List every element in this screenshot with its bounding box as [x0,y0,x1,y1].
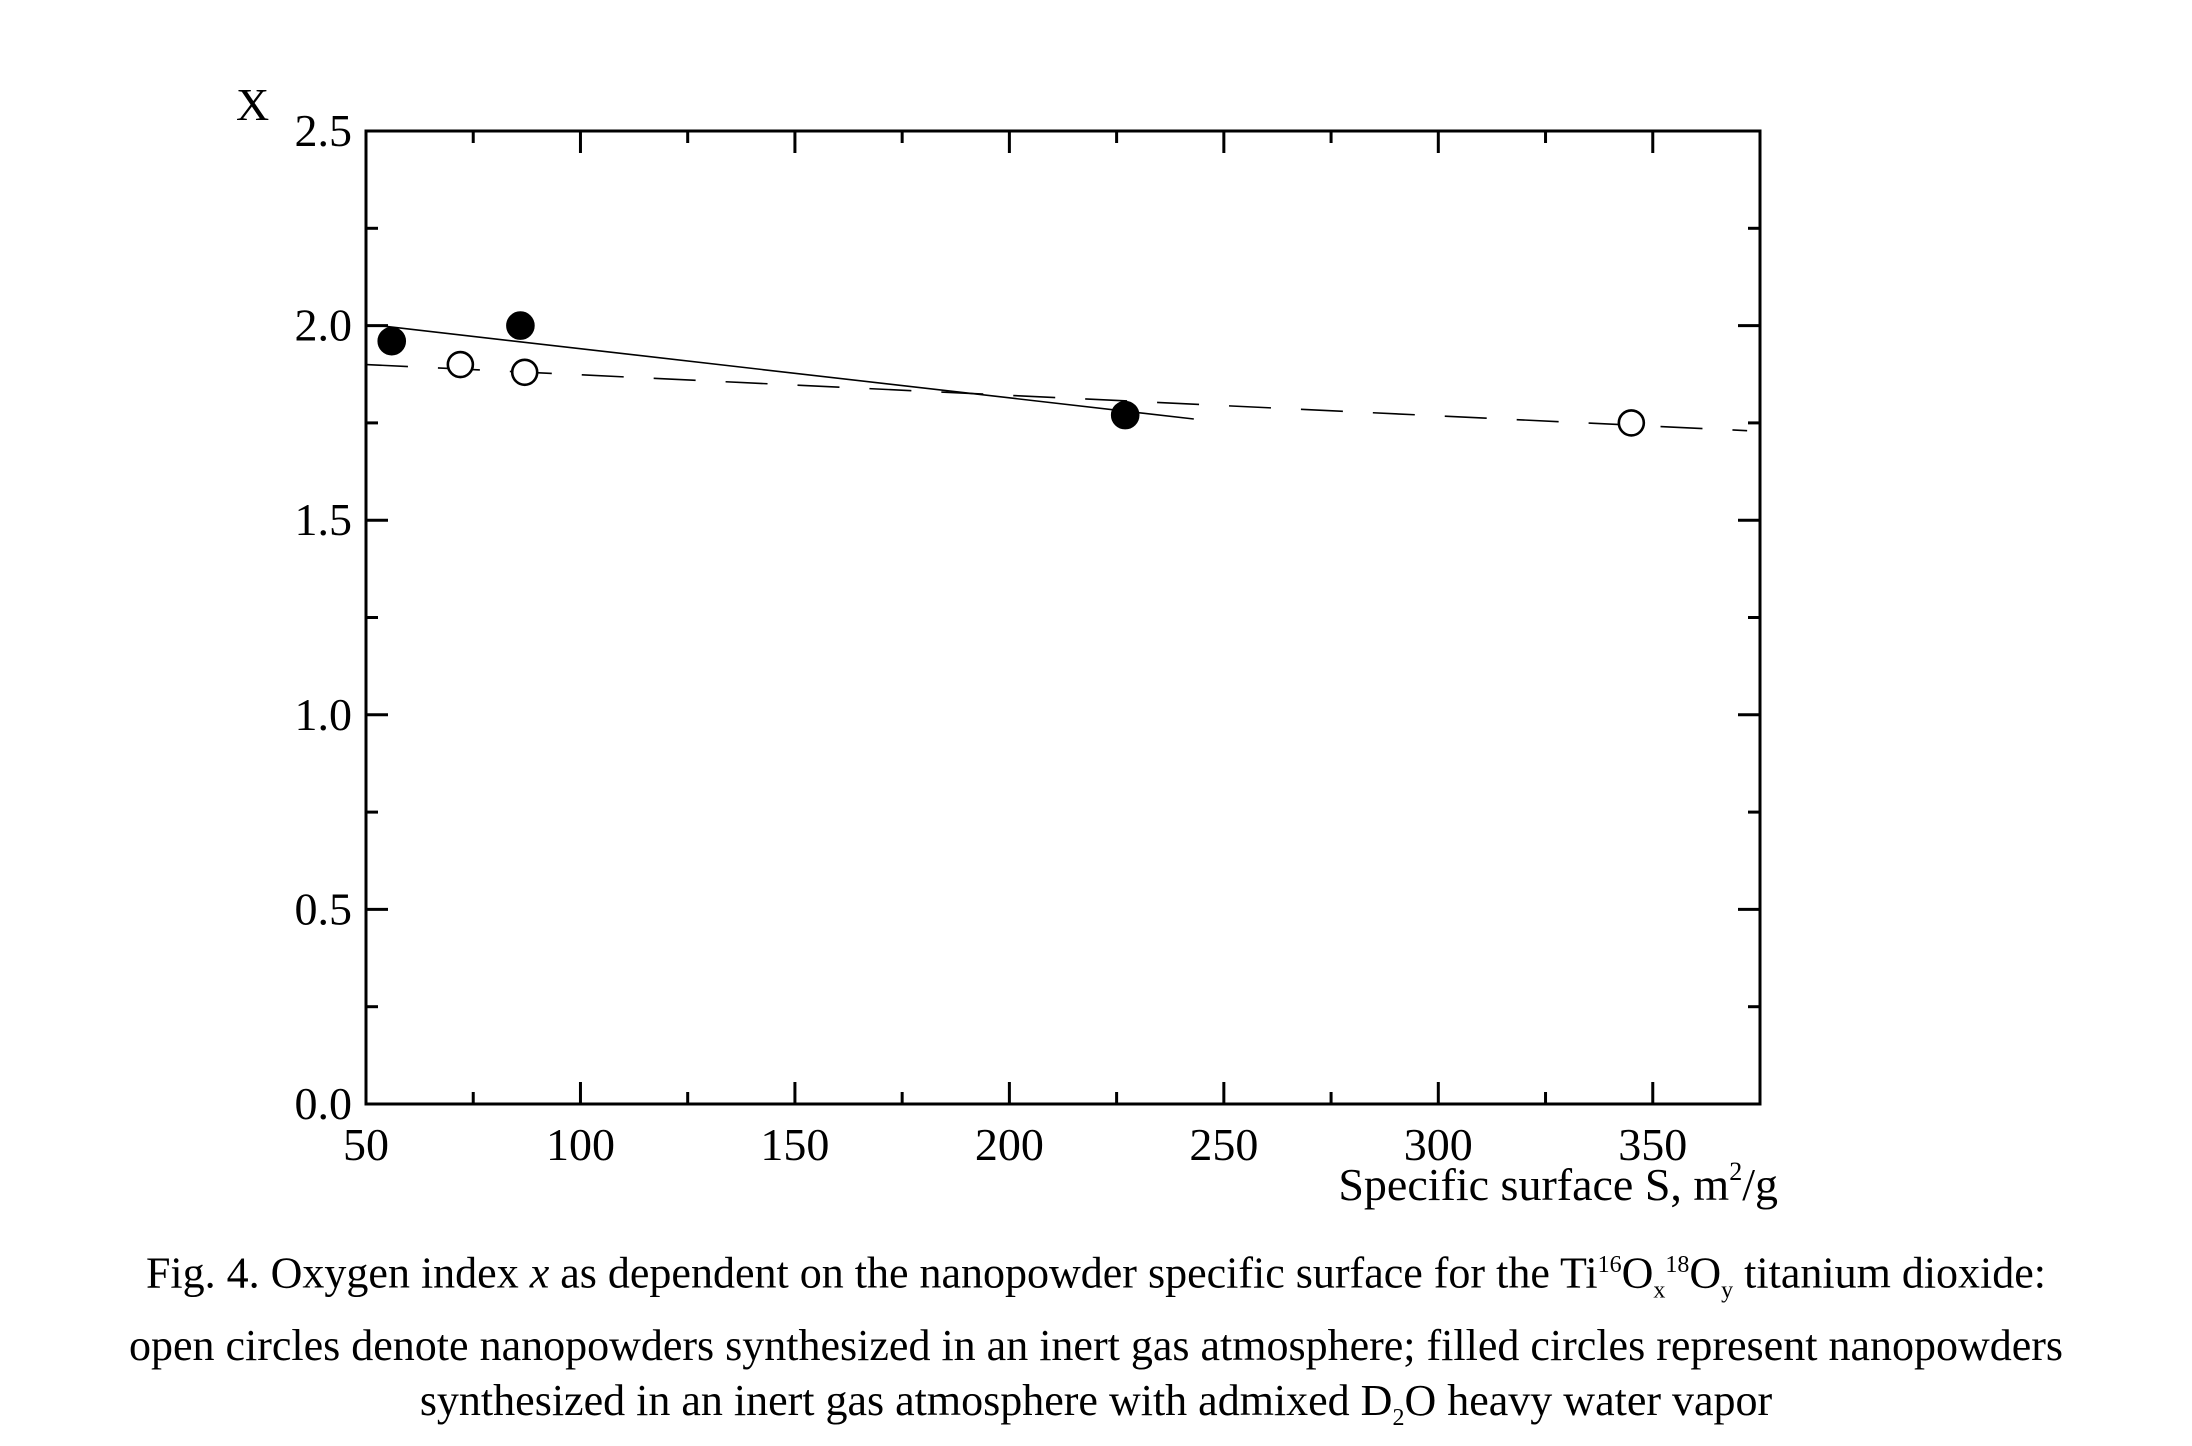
figure-caption: Fig. 4. Oxygen index x as dependent on t… [0,1238,2192,1446]
open-circle-point [446,350,475,379]
x-tick-label: 150 [760,1119,829,1170]
x-axis-label: Specific surface S, m2/g [1338,1157,1778,1210]
caption-line-2: open circles denote nanopowders synthesi… [128,1321,2064,1371]
filled-circle-point [377,326,407,356]
caption-line-1: Fig. 4. Oxygen index x as dependent on t… [145,1248,2047,1304]
y-tick-label: 2.0 [295,300,353,351]
open-circle-point [1617,409,1646,437]
caption-variable: x [529,1248,550,1298]
fit-lines [365,324,1748,432]
filled-circle-point [1110,400,1140,430]
y-tick-label: 1.0 [295,689,353,740]
x-axis-label-main: Specific surface S, m [1338,1159,1729,1210]
x-tick-label: 200 [975,1119,1044,1170]
y-tick-label: 0.0 [295,1078,353,1129]
x-tick-label: 350 [1618,1119,1687,1170]
y-axis-label: X [236,79,269,130]
axis-ticks [364,129,1762,1106]
x-tick-label: 100 [546,1119,615,1170]
x-tick-label: 250 [1189,1119,1258,1170]
scatter-chart: 50 100 150 200 250 300 350 0.0 0.5 1.0 1.5 2.0 2.5 X… [236,79,1778,1210]
x-tick-label: 300 [1404,1119,1473,1170]
caption-line-3: synthesized in an inert gas atmosphere w… [419,1376,1773,1432]
x-tick-label: 50 [343,1119,389,1170]
fit-line-solid [378,324,1194,420]
fit-line-dashed [365,363,1748,432]
y-tick-label: 0.5 [295,883,353,934]
open-circle-point [510,358,539,387]
data-points [377,311,1646,437]
plot-frame [364,129,1762,1106]
tick-labels: 50 100 150 200 250 300 350 0.0 0.5 1.0 1.5 2.0 2.5 [295,105,1688,1170]
y-tick-label: 1.5 [295,494,353,545]
x-axis-label-tail: /g [1742,1159,1778,1210]
filled-circle-point [506,311,535,340]
y-tick-label: 2.5 [295,105,353,156]
x-axis-label-sup: 2 [1729,1157,1742,1186]
